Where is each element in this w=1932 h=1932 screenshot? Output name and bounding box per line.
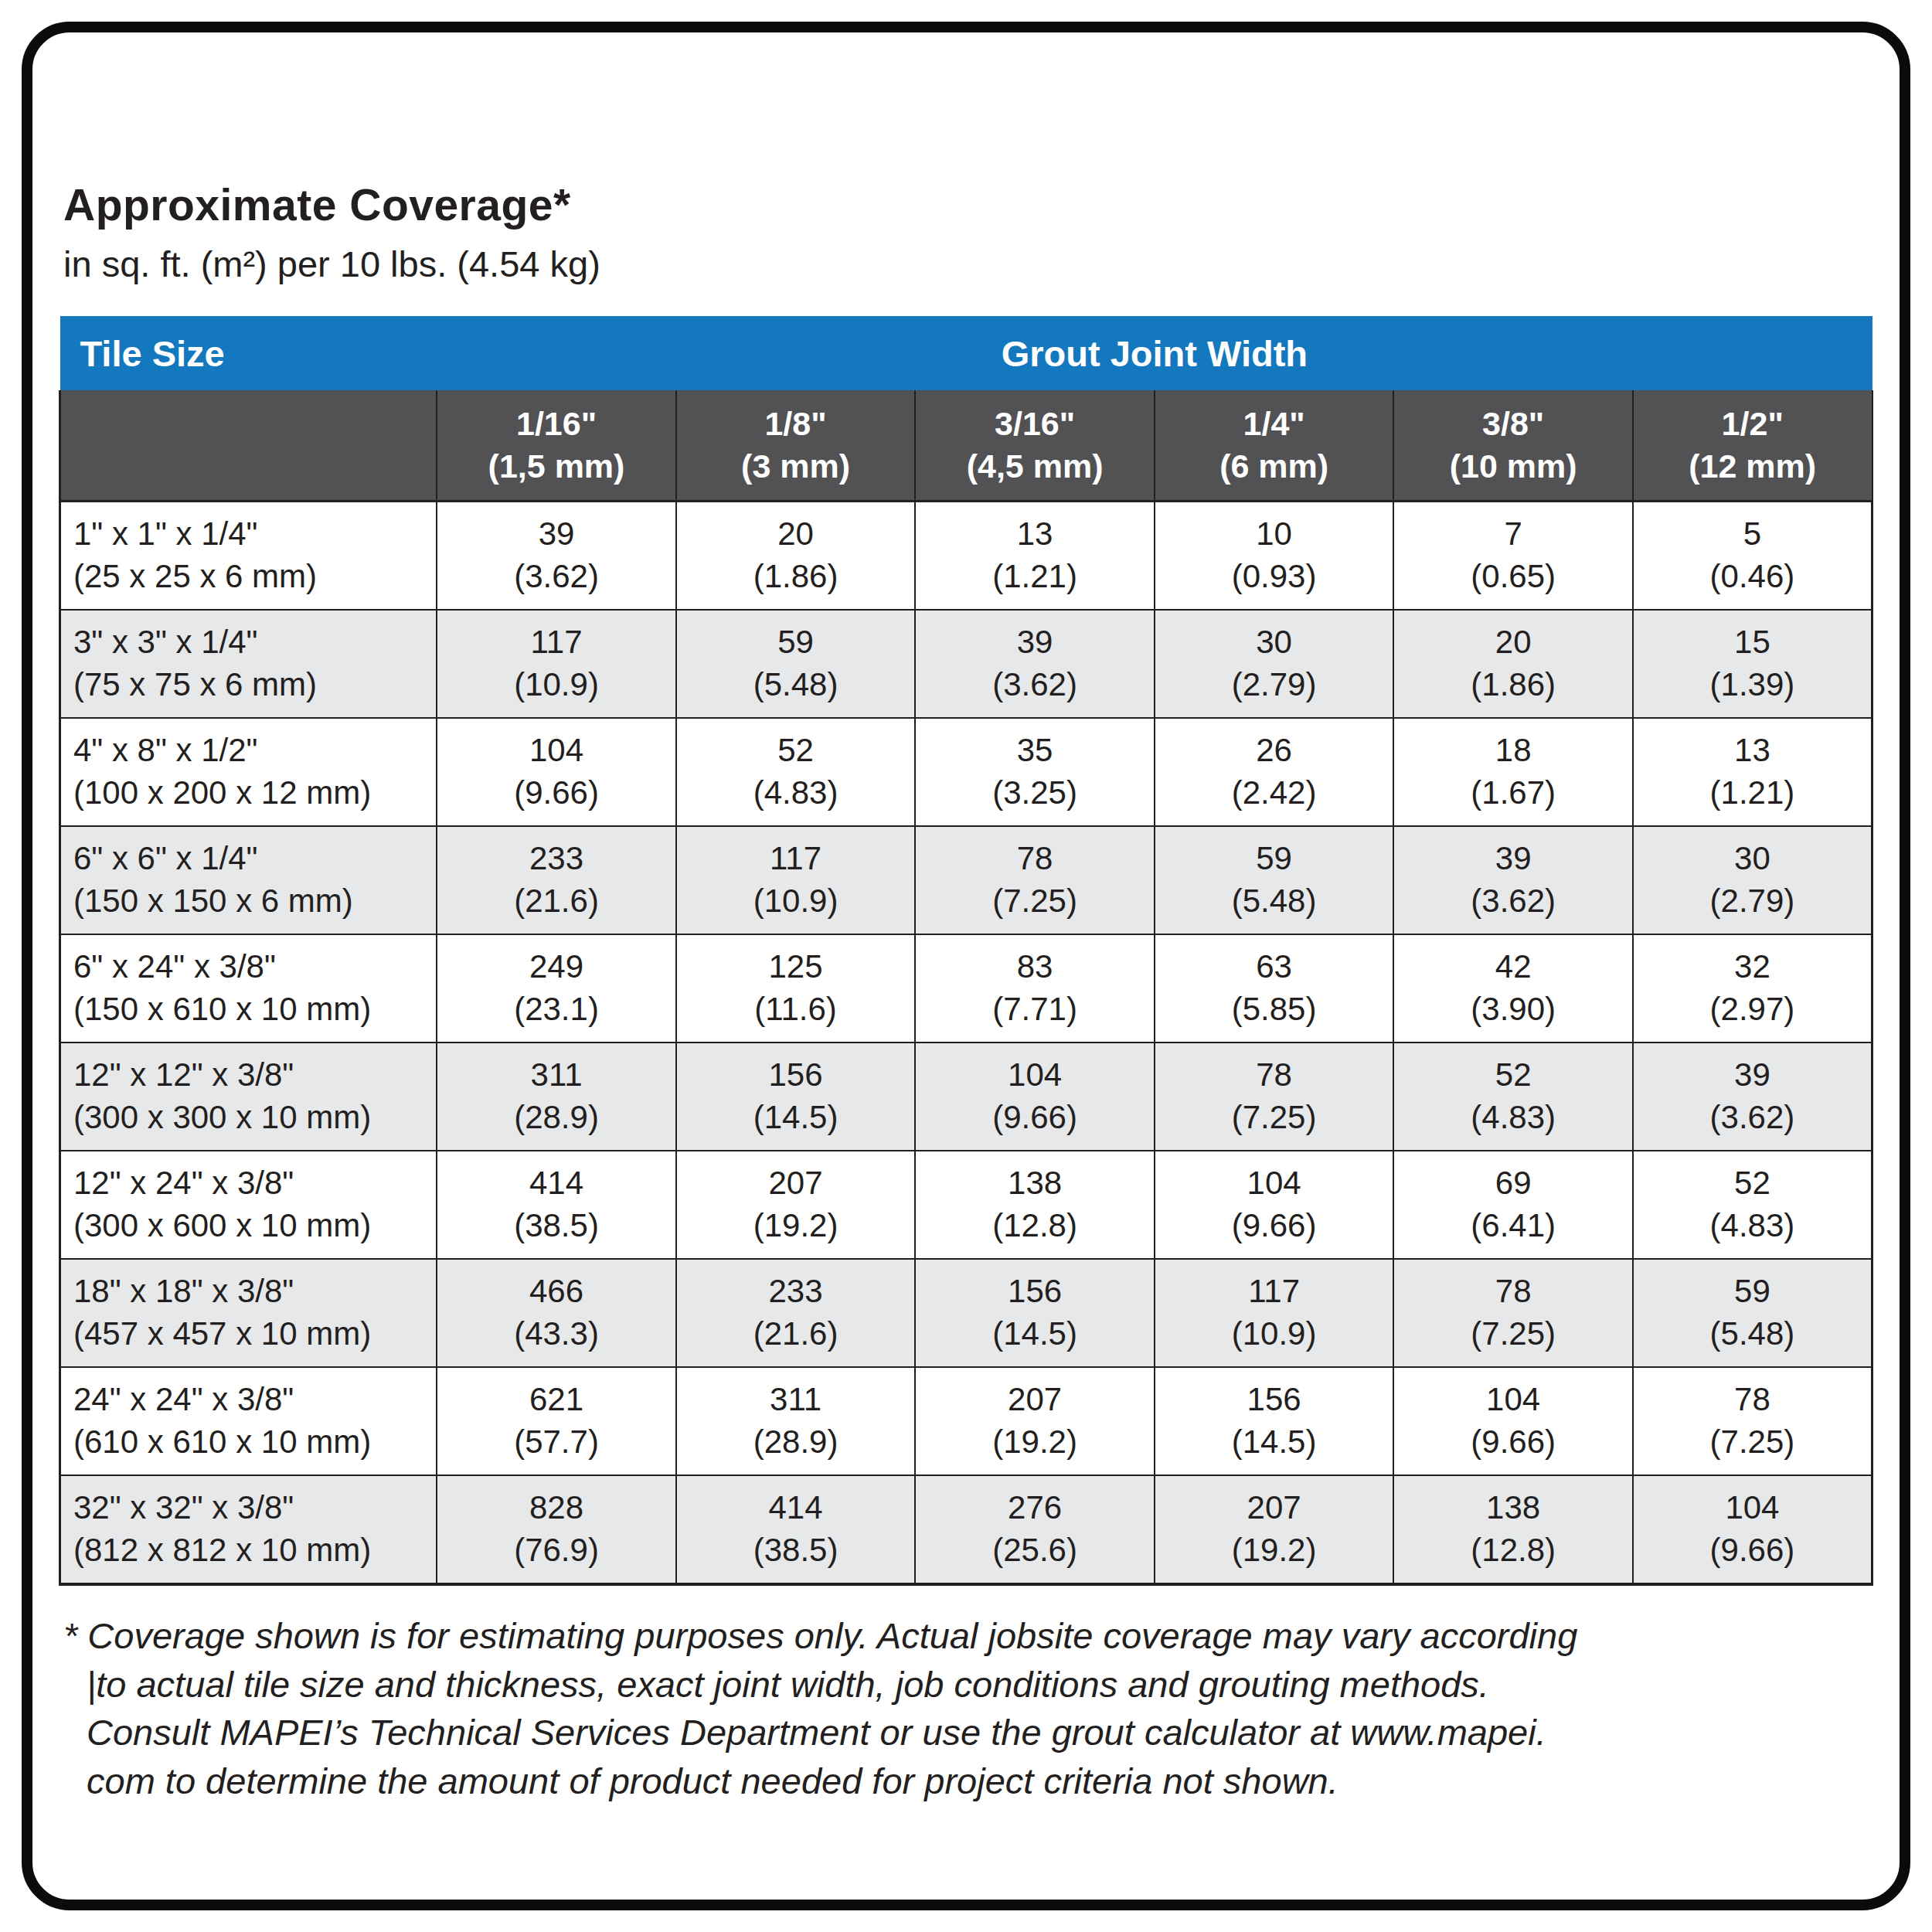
coverage-cell: 233(21.6) xyxy=(676,1259,916,1367)
coverage-cell: 18(1.67) xyxy=(1393,718,1633,826)
tile-size-cell: 3" x 3" x 1/4"(75 x 75 x 6 mm) xyxy=(60,610,437,718)
coverage-cell: 104(9.66) xyxy=(1155,1151,1394,1259)
tile-size-cell: 6" x 6" x 1/4"(150 x 150 x 6 mm) xyxy=(60,826,437,934)
table-row: 6" x 6" x 1/4"(150 x 150 x 6 mm)233(21.6… xyxy=(60,826,1872,934)
tile-size-cell: 1" x 1" x 1/4"(25 x 25 x 6 mm) xyxy=(60,502,437,611)
coverage-cell: 104(9.66) xyxy=(1393,1367,1633,1475)
coverage-cell: 35(3.25) xyxy=(915,718,1155,826)
coverage-cell: 78(7.25) xyxy=(1393,1259,1633,1367)
coverage-table: Tile Size Grout Joint Width 1/16"(1,5 mm… xyxy=(59,316,1873,1586)
coverage-cell: 156(14.5) xyxy=(915,1259,1155,1367)
coverage-cell: 30(2.79) xyxy=(1155,610,1394,718)
coverage-cell: 59(5.48) xyxy=(1633,1259,1872,1367)
coverage-cell: 52(4.83) xyxy=(1393,1043,1633,1151)
column-header-row: 1/16"(1,5 mm)1/8"(3 mm)3/16"(4,5 mm)1/4"… xyxy=(60,390,1872,502)
grout-width-column-header: 1/16"(1,5 mm) xyxy=(437,390,676,502)
document-frame: Approximate Coverage* in sq. ft. (m²) pe… xyxy=(22,22,1910,1910)
coverage-cell: 138(12.8) xyxy=(1393,1475,1633,1584)
coverage-cell: 30(2.79) xyxy=(1633,826,1872,934)
coverage-cell: 13(1.21) xyxy=(915,502,1155,611)
coverage-cell: 156(14.5) xyxy=(1155,1367,1394,1475)
coverage-cell: 233(21.6) xyxy=(437,826,676,934)
page-title: Approximate Coverage* xyxy=(63,179,1873,230)
tile-size-cell: 12" x 24" x 3/8"(300 x 600 x 10 mm) xyxy=(60,1151,437,1259)
coverage-cell: 207(19.2) xyxy=(915,1367,1155,1475)
coverage-cell: 20(1.86) xyxy=(676,502,916,611)
coverage-cell: 32(2.97) xyxy=(1633,934,1872,1043)
grout-width-column-header: 1/4"(6 mm) xyxy=(1155,390,1394,502)
coverage-cell: 10(0.93) xyxy=(1155,502,1394,611)
coverage-cell: 104(9.66) xyxy=(915,1043,1155,1151)
coverage-cell: 156(14.5) xyxy=(676,1043,916,1151)
coverage-cell: 78(7.25) xyxy=(915,826,1155,934)
tile-size-cell: 12" x 12" x 3/8"(300 x 300 x 10 mm) xyxy=(60,1043,437,1151)
coverage-cell: 414(38.5) xyxy=(676,1475,916,1584)
coverage-cell: 104(9.66) xyxy=(437,718,676,826)
coverage-cell: 26(2.42) xyxy=(1155,718,1394,826)
coverage-cell: 117(10.9) xyxy=(437,610,676,718)
tile-size-cell: 18" x 18" x 3/8"(457 x 457 x 10 mm) xyxy=(60,1259,437,1367)
coverage-cell: 78(7.25) xyxy=(1155,1043,1394,1151)
coverage-cell: 39(3.62) xyxy=(1393,826,1633,934)
coverage-cell: 7(0.65) xyxy=(1393,502,1633,611)
coverage-cell: 621(57.7) xyxy=(437,1367,676,1475)
coverage-cell: 59(5.48) xyxy=(1155,826,1394,934)
coverage-cell: 13(1.21) xyxy=(1633,718,1872,826)
coverage-cell: 466(43.3) xyxy=(437,1259,676,1367)
tile-size-cell: 32" x 32" x 3/8"(812 x 812 x 10 mm) xyxy=(60,1475,437,1584)
coverage-cell: 828(76.9) xyxy=(437,1475,676,1584)
coverage-cell: 39(3.62) xyxy=(915,610,1155,718)
table-row: 3" x 3" x 1/4"(75 x 75 x 6 mm)117(10.9)5… xyxy=(60,610,1872,718)
tile-size-header: Tile Size xyxy=(60,316,437,390)
grout-width-column-header: 3/16"(4,5 mm) xyxy=(915,390,1155,502)
coverage-cell: 249(23.1) xyxy=(437,934,676,1043)
coverage-cell: 5(0.46) xyxy=(1633,502,1872,611)
coverage-cell: 39(3.62) xyxy=(1633,1043,1872,1151)
table-row: 6" x 24" x 3/8"(150 x 610 x 10 mm)249(23… xyxy=(60,934,1872,1043)
coverage-cell: 83(7.71) xyxy=(915,934,1155,1043)
coverage-cell: 63(5.85) xyxy=(1155,934,1394,1043)
coverage-cell: 207(19.2) xyxy=(1155,1475,1394,1584)
grout-width-column-header: 1/2"(12 mm) xyxy=(1633,390,1872,502)
table-header-row: Tile Size Grout Joint Width xyxy=(60,316,1872,390)
coverage-cell: 311(28.9) xyxy=(437,1043,676,1151)
tile-size-cell: 24" x 24" x 3/8"(610 x 610 x 10 mm) xyxy=(60,1367,437,1475)
coverage-cell: 59(5.48) xyxy=(676,610,916,718)
coverage-cell: 78(7.25) xyxy=(1633,1367,1872,1475)
coverage-cell: 69(6.41) xyxy=(1393,1151,1633,1259)
grout-joint-width-header: Grout Joint Width xyxy=(437,316,1872,390)
coverage-footnote: * Coverage shown is for estimating purpo… xyxy=(63,1612,1873,1805)
grout-width-column-header: 3/8"(10 mm) xyxy=(1393,390,1633,502)
table-row: 1" x 1" x 1/4"(25 x 25 x 6 mm)39(3.62)20… xyxy=(60,502,1872,611)
coverage-cell: 20(1.86) xyxy=(1393,610,1633,718)
table-row: 4" x 8" x 1/2"(100 x 200 x 12 mm)104(9.6… xyxy=(60,718,1872,826)
coverage-cell: 52(4.83) xyxy=(1633,1151,1872,1259)
page-subtitle: in sq. ft. (m²) per 10 lbs. (4.54 kg) xyxy=(63,243,1873,285)
tile-size-cell: 4" x 8" x 1/2"(100 x 200 x 12 mm) xyxy=(60,718,437,826)
coverage-cell: 117(10.9) xyxy=(1155,1259,1394,1367)
coverage-cell: 52(4.83) xyxy=(676,718,916,826)
coverage-cell: 125(11.6) xyxy=(676,934,916,1043)
tile-size-cell: 6" x 24" x 3/8"(150 x 610 x 10 mm) xyxy=(60,934,437,1043)
coverage-cell: 138(12.8) xyxy=(915,1151,1155,1259)
coverage-cell: 311(28.9) xyxy=(676,1367,916,1475)
table-row: 12" x 12" x 3/8"(300 x 300 x 10 mm)311(2… xyxy=(60,1043,1872,1151)
table-row: 12" x 24" x 3/8"(300 x 600 x 10 mm)414(3… xyxy=(60,1151,1872,1259)
table-row: 24" x 24" x 3/8"(610 x 610 x 10 mm)621(5… xyxy=(60,1367,1872,1475)
coverage-cell: 414(38.5) xyxy=(437,1151,676,1259)
coverage-cell: 207(19.2) xyxy=(676,1151,916,1259)
coverage-cell: 39(3.62) xyxy=(437,502,676,611)
coverage-cell: 117(10.9) xyxy=(676,826,916,934)
coverage-cell: 42(3.90) xyxy=(1393,934,1633,1043)
coverage-cell: 276(25.6) xyxy=(915,1475,1155,1584)
table-row: 32" x 32" x 3/8"(812 x 812 x 10 mm)828(7… xyxy=(60,1475,1872,1584)
grout-width-column-header: 1/8"(3 mm) xyxy=(676,390,916,502)
coverage-cell: 15(1.39) xyxy=(1633,610,1872,718)
empty-header-cell xyxy=(60,390,437,502)
table-row: 18" x 18" x 3/8"(457 x 457 x 10 mm)466(4… xyxy=(60,1259,1872,1367)
coverage-cell: 104(9.66) xyxy=(1633,1475,1872,1584)
